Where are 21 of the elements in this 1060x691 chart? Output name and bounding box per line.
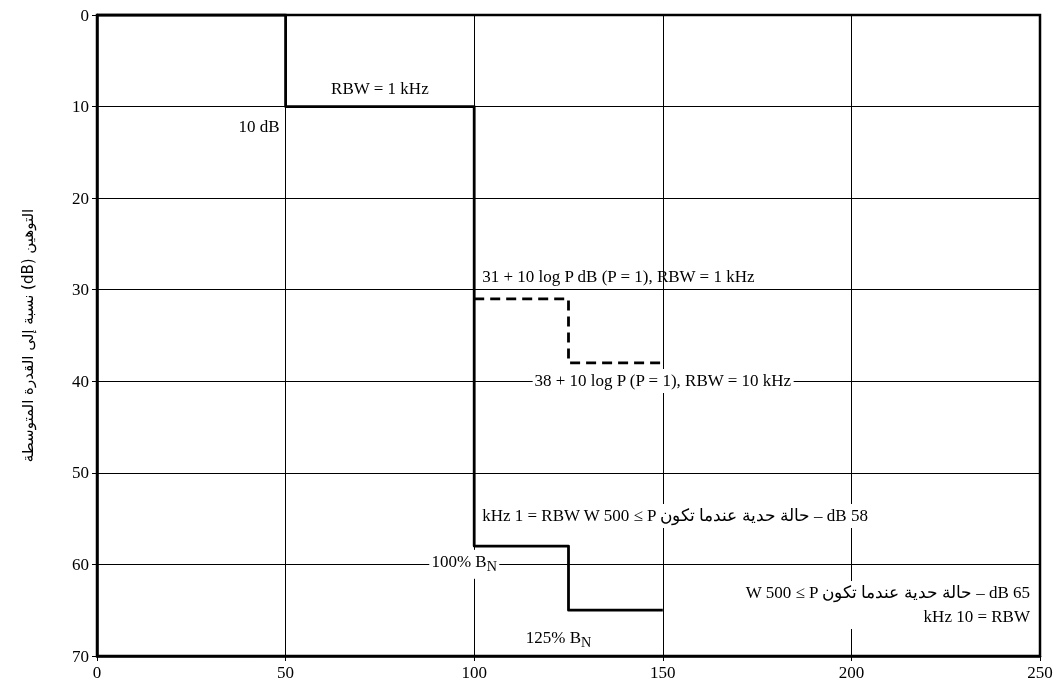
annotation: 10 dB [238, 115, 280, 138]
annotation: RBW = 1 kHz [331, 77, 429, 100]
y-tick-label: 70 [72, 646, 89, 666]
x-tick-label: 100 [461, 663, 487, 682]
annotation: kHz 1 = RBW W 500 ≤ P حالة حدية عندما تكون – dB 58 [480, 504, 870, 529]
y-axis-title: التوهين (dB) نسبة إلى القدرة المتوسطة [18, 208, 37, 463]
y-tick-label: 20 [72, 188, 89, 208]
y-tick-label: 40 [72, 371, 89, 391]
x-tick-label: 50 [277, 663, 295, 682]
y-tick-label: 50 [72, 463, 89, 483]
y-tick-label: 10 [72, 97, 89, 117]
annotation: 100% B$_{N}$ [429, 550, 499, 579]
annotation: 38 + 10 log P (P = 1), RBW = 10 kHz [532, 369, 794, 394]
x-tick-label: 200 [838, 663, 865, 682]
annotation: 125% B$_{N}$ [525, 627, 592, 653]
y-tick-label: 60 [72, 554, 89, 574]
x-tick-label: 0 [92, 663, 102, 682]
x-tick-label: 150 [650, 663, 676, 682]
y-tick-label: 0 [80, 5, 89, 25]
x-tick-label: 250 [1027, 663, 1053, 682]
y-tick-label: 30 [72, 280, 89, 300]
